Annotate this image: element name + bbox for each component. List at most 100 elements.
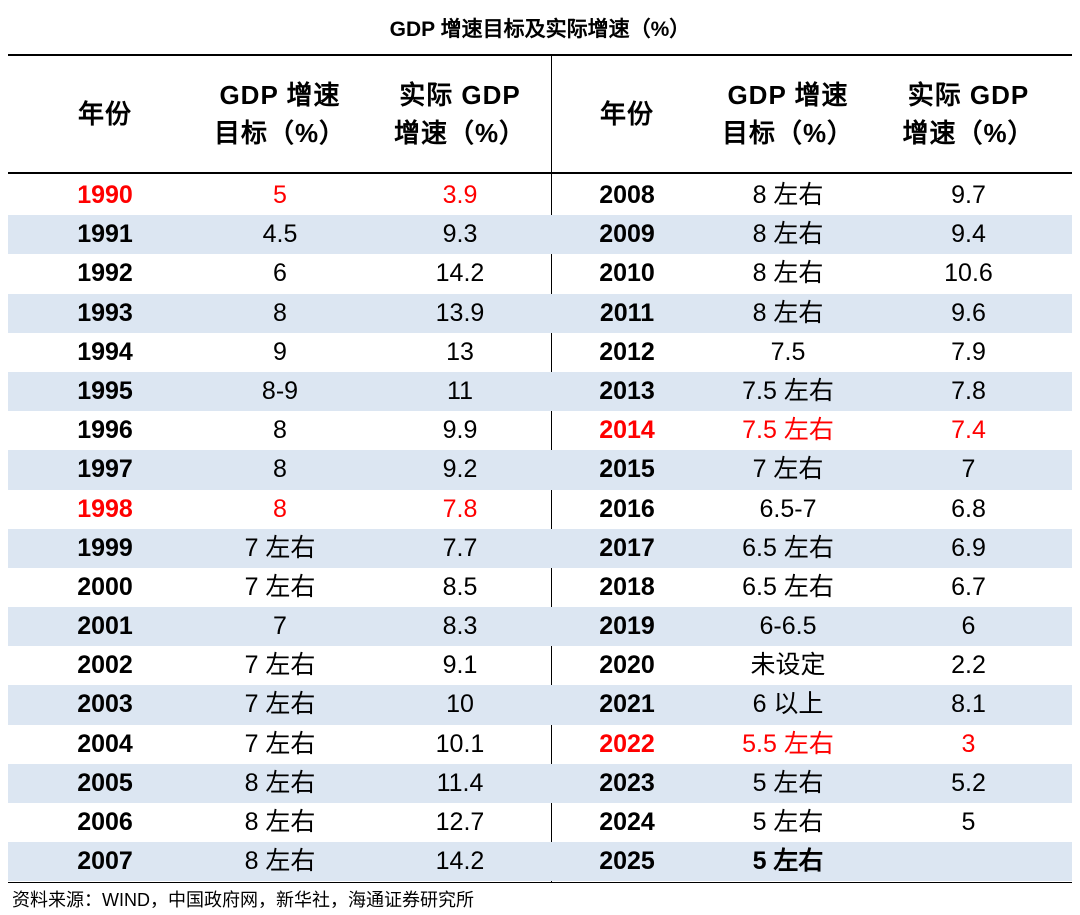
table-body: 1990 5 3.9 2008 8 左右 9.7 1991 4.5 9.3 2009 8 左右 9.4… — [8, 176, 1072, 882]
actual-cell: 14.2 — [435, 259, 485, 288]
table-row: 2001 7 8.3 2019 6-6.5 6 — [8, 607, 1072, 647]
year-cell: 2020 — [599, 651, 655, 680]
actual-cell: 13 — [446, 337, 474, 366]
table-row: 1995 8-9 11 2013 7.5 左右 7.8 — [8, 371, 1072, 412]
year-cell: 2007 — [77, 847, 133, 876]
target-cell: 7.5 — [770, 337, 806, 366]
actual-cell: 9.2 — [442, 455, 478, 484]
table-row: 1998 8 7.8 2016 6.5-7 6.8 — [8, 490, 1072, 529]
table-row: 1999 7 左右 7.7 2017 6.5 左右 6.9 — [8, 528, 1072, 568]
table-row: 1994 9 13 2012 7.5 7.9 — [8, 333, 1072, 372]
target-cell: 未设定 — [750, 651, 826, 680]
target-cell: 6.5 左右 — [742, 572, 834, 601]
year-cell: 1994 — [77, 337, 133, 366]
target-cell: 7 左右 — [244, 729, 316, 758]
target-cell: 8 — [273, 416, 287, 445]
year-cell: 2016 — [599, 494, 655, 523]
target-cell: 4.5 — [262, 220, 298, 249]
target-cell: 5 左右 — [752, 808, 824, 836]
target-cell: 9 — [273, 337, 287, 366]
table-row: 1992 6 14.2 2010 8 左右 10.6 — [8, 254, 1072, 293]
actual-cell: 9.6 — [951, 298, 986, 327]
year-cell: 1998 — [77, 494, 133, 523]
target-cell: 6-6.5 — [759, 612, 817, 641]
target-cell: 6.5 左右 — [742, 533, 834, 562]
actual-cell: 7.8 — [951, 376, 986, 405]
actual-cell: 6 — [961, 612, 976, 641]
header-actual-left: 实际 GDP 增速（%） — [390, 56, 530, 172]
table-row: 2004 7 左右 10.1 2022 5.5 左右 3 — [8, 725, 1072, 764]
actual-cell: 8.1 — [951, 690, 986, 719]
header-actual-line2: 增速（%） — [902, 118, 1035, 148]
target-cell: 5 左右 — [752, 768, 824, 797]
header-target-line1: GDP 增速 — [727, 80, 849, 110]
header-target-right: GDP 增速 目标（%） — [703, 56, 873, 172]
target-cell: 8 左右 — [752, 259, 824, 288]
year-cell: 2010 — [599, 259, 655, 288]
header-year-label: 年份 — [77, 99, 132, 129]
actual-cell — [896, 842, 1041, 881]
year-cell: 1999 — [77, 533, 133, 562]
source-note: 资料来源：WIND，中国政府网，新华社，海通证券研究所 — [12, 890, 474, 910]
year-cell: 2009 — [599, 220, 655, 249]
year-cell: 1996 — [77, 416, 133, 445]
table-row: 1991 4.5 9.3 2009 8 左右 9.4 — [8, 215, 1072, 255]
actual-cell: 6.8 — [951, 494, 986, 523]
year-cell: 1997 — [77, 455, 133, 484]
actual-cell: 11.4 — [436, 768, 484, 797]
year-cell: 1992 — [77, 259, 133, 288]
target-cell: 8 — [273, 455, 287, 484]
actual-cell: 10.1 — [435, 729, 485, 758]
table-row: 1996 8 9.9 2014 7.5 左右 7.4 — [8, 411, 1072, 450]
year-cell: 2005 — [77, 768, 133, 797]
table-row: 1993 8 13.9 2011 8 左右 9.6 — [8, 293, 1072, 333]
year-cell: 2023 — [599, 768, 655, 797]
target-cell: 6.5-7 — [759, 494, 817, 523]
target-cell: 7 左右 — [244, 533, 316, 562]
actual-cell: 5.2 — [951, 768, 986, 797]
actual-cell: 8.3 — [442, 612, 478, 641]
header-actual-line1: 实际 GDP — [399, 80, 521, 110]
year-cell: 2012 — [599, 337, 655, 366]
actual-cell: 3.9 — [442, 181, 478, 209]
header-actual-right: 实际 GDP 增速（%） — [896, 56, 1041, 172]
target-cell: 7 — [273, 612, 287, 641]
table-row: 2005 8 左右 11.4 2023 5 左右 5.2 — [8, 763, 1072, 803]
year-cell: 2011 — [599, 298, 655, 327]
actual-cell: 10.6 — [944, 259, 993, 288]
target-cell: 7 左右 — [244, 572, 316, 601]
actual-cell: 5 — [961, 808, 976, 836]
top-rule — [8, 54, 1072, 56]
year-cell: 2000 — [77, 572, 133, 601]
header-target-left: GDP 增速 目标（%） — [200, 56, 360, 172]
year-cell: 2021 — [599, 690, 655, 719]
year-cell: 2022 — [599, 729, 655, 758]
actual-cell: 13.9 — [435, 298, 485, 327]
table-row: 2002 7 左右 9.1 2020 未设定 2.2 — [8, 646, 1072, 685]
target-cell: 7 左右 — [244, 690, 316, 719]
table-row: 1990 5 3.9 2008 8 左右 9.7 — [8, 176, 1072, 215]
target-cell: 5 左右 — [752, 847, 824, 876]
header-year-right: 年份 — [572, 56, 682, 172]
header-rule — [8, 172, 1072, 174]
actual-cell: 8.5 — [442, 572, 478, 601]
actual-cell: 7.7 — [442, 533, 478, 562]
target-cell: 8-9 — [261, 376, 299, 405]
target-cell: 7 左右 — [244, 651, 316, 680]
header-year-left: 年份 — [50, 56, 160, 172]
target-cell: 5 — [273, 181, 287, 209]
actual-cell: 14.2 — [435, 847, 485, 876]
target-cell: 8 — [273, 298, 287, 327]
year-cell: 2017 — [599, 533, 655, 562]
actual-cell: 7.9 — [951, 337, 986, 366]
actual-cell: 7.8 — [442, 494, 478, 523]
actual-cell: 9.3 — [442, 220, 478, 249]
target-cell: 8 左右 — [752, 298, 824, 327]
year-cell: 2008 — [599, 181, 655, 209]
year-cell: 1995 — [77, 376, 133, 405]
year-cell: 2003 — [77, 690, 133, 719]
table-title: GDP 增速目标及实际增速（%） — [389, 18, 691, 41]
actual-cell: 3 — [961, 729, 976, 758]
target-cell: 7.5 左右 — [742, 376, 834, 405]
year-cell: 2014 — [599, 416, 655, 445]
